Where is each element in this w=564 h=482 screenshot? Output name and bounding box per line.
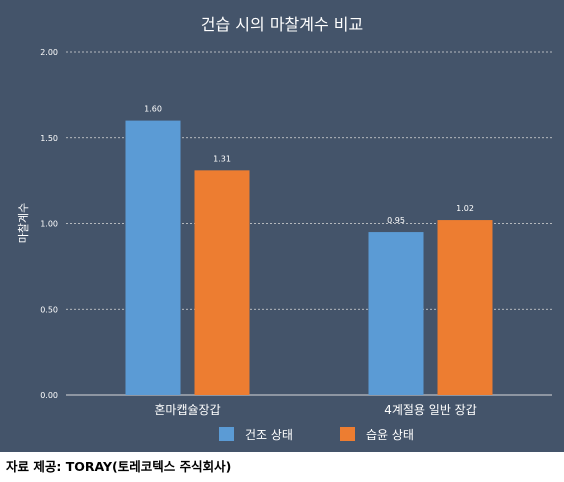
bar — [125, 120, 181, 395]
y-tick-label: 0.00 — [40, 391, 58, 400]
y-tick-label: 1.00 — [40, 220, 58, 229]
x-tick-label: 혼마캡슐장갑 — [154, 403, 220, 417]
bar — [194, 170, 250, 395]
bar — [437, 220, 493, 395]
bar — [368, 232, 424, 395]
x-tick-label: 4계절용 일반 장갑 — [384, 403, 477, 417]
legend-label: 건조 상태 — [245, 428, 293, 442]
legend-label: 습윤 상태 — [366, 428, 414, 442]
data-label: 1.60 — [144, 105, 162, 114]
data-label: 0.95 — [387, 216, 405, 225]
y-tick-label: 0.50 — [40, 305, 58, 314]
y-axis-label: 마찰계수 — [17, 203, 30, 243]
chart-title: 건습 시의 마찰계수 비교 — [201, 15, 363, 34]
data-label: 1.02 — [456, 204, 474, 213]
data-label: 1.31 — [213, 154, 231, 163]
source-note: 자료 제공: TORAY(토레코텍스 주식회사) — [6, 459, 232, 474]
bar-chart: 건습 시의 마찰계수 비교 마찰계수 0.000.501.001.502.00 … — [17, 15, 552, 442]
y-tick-label: 1.50 — [40, 134, 58, 143]
legend-swatch — [340, 427, 355, 441]
y-tick-label: 2.00 — [40, 48, 58, 57]
legend-swatch — [219, 427, 234, 441]
